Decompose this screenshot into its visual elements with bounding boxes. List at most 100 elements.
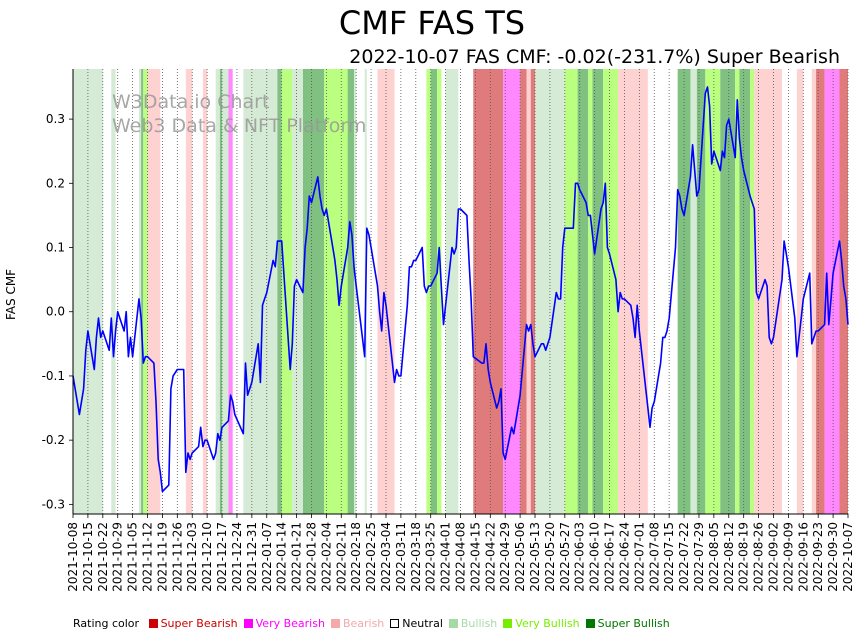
x-tick-label: 2021-10-15 <box>81 522 95 592</box>
x-tick-label: 2022-06-03 <box>573 522 587 592</box>
y-tick-label: -0.2 <box>42 433 65 447</box>
x-tick-label: 2022-04-08 <box>454 522 468 592</box>
legend-swatch <box>330 619 340 628</box>
x-tick-label: 2021-10-22 <box>96 522 110 592</box>
x-tick-label: 2022-06-17 <box>603 522 617 592</box>
band-bearish <box>796 69 804 514</box>
rating-legend: Rating color Super Bearish Very Bearish Be… <box>73 617 676 630</box>
x-tick-label: 2022-02-18 <box>349 522 363 592</box>
y-tick-label: 0.0 <box>46 305 65 319</box>
band-super-bearish <box>520 69 527 514</box>
x-tick-label: 2022-01-14 <box>275 522 289 592</box>
band-very-bullish <box>735 69 740 514</box>
x-tick-label: 2021-12-31 <box>245 522 259 592</box>
legend-text: Neutral <box>402 617 443 630</box>
band-super-bearish <box>473 69 504 514</box>
band-bearish <box>202 69 208 514</box>
band-bullish <box>445 69 459 514</box>
x-tick-label: 2022-09-23 <box>811 522 825 592</box>
x-tick-label: 2022-04-22 <box>483 522 497 592</box>
y-tick-label: 0.1 <box>46 241 65 255</box>
x-tick-label: 2022-03-18 <box>409 522 423 592</box>
y-tick-label: 0.2 <box>46 176 65 190</box>
x-tick-label: 2022-10-07 <box>841 522 855 592</box>
band-bullish <box>215 69 220 514</box>
band-very-bullish <box>564 69 578 514</box>
chart-title: CMF FAS TS <box>338 4 526 42</box>
band-bullish <box>354 69 357 514</box>
legend-text: Super Bearish <box>160 617 238 630</box>
band-bullish <box>111 69 116 514</box>
x-tick-label: 2021-11-05 <box>126 522 140 592</box>
watermark: W3Data.io Chart Web3 Data & NFT Platform <box>112 90 366 138</box>
x-tick-label: 2022-02-11 <box>334 522 348 592</box>
chart-subtitle: 2022-10-07 FAS CMF: -0.02(-231.7%) Super… <box>349 46 840 68</box>
x-tick-label: 2021-10-08 <box>66 522 80 592</box>
x-tick-label: 2021-12-17 <box>215 522 229 592</box>
legend-swatch <box>243 619 253 628</box>
x-tick-label: 2022-01-07 <box>260 522 274 592</box>
x-tick-label: 2022-05-13 <box>528 522 542 592</box>
legend-text: Bullish <box>460 617 498 630</box>
band-super-bullish <box>219 69 223 514</box>
x-tick-label: 2022-08-05 <box>707 522 721 592</box>
y-tick-label: 0.3 <box>46 112 65 126</box>
x-tick-label: 2022-06-24 <box>617 522 631 592</box>
band-super-bullish <box>739 69 751 514</box>
band-bullish <box>690 69 697 514</box>
band-bullish <box>139 69 142 514</box>
x-tick-label: 2022-07-01 <box>632 522 646 592</box>
x-tick-label: 2022-03-11 <box>394 522 408 592</box>
x-tick-label: 2022-05-27 <box>558 522 572 592</box>
band-super-bullish <box>430 69 438 514</box>
x-tick-label: 2022-08-12 <box>722 522 736 592</box>
legend-label: Rating color <box>73 617 140 630</box>
legend-swatch <box>448 619 458 628</box>
band-very-bullish <box>588 69 593 514</box>
x-tick-label: 2021-10-29 <box>111 522 125 592</box>
legend-swatch <box>390 619 400 628</box>
x-tick-label: 2022-07-15 <box>662 522 676 592</box>
band-super-bearish <box>839 69 848 514</box>
band-very-bullish <box>143 69 148 514</box>
band-super-bearish <box>530 69 536 514</box>
band-bullish <box>243 69 278 514</box>
band-super-bullish <box>720 69 736 514</box>
band-very-bullish <box>705 69 721 514</box>
y-tick-label: -0.1 <box>42 369 65 383</box>
band-very-bearish <box>228 69 233 514</box>
band-bullish <box>292 69 303 514</box>
band-bearish <box>185 69 193 514</box>
x-tick-label: 2022-09-09 <box>781 522 795 592</box>
legend-swatch <box>148 619 158 628</box>
x-tick-label: 2022-09-30 <box>826 522 840 592</box>
legend-item: Super Bullish <box>585 617 670 630</box>
legend-text: Very Bullish <box>515 617 580 630</box>
band-very-bullish <box>426 69 431 514</box>
band-super-bullish <box>277 69 282 514</box>
x-tick-label: 2022-01-21 <box>290 522 304 592</box>
legend-item: Bearish <box>330 617 384 630</box>
watermark-line-1: W3Data.io Chart <box>112 91 270 113</box>
x-tick-label: 2021-12-24 <box>230 522 244 592</box>
x-tick-label: 2022-09-02 <box>766 522 780 592</box>
legend-swatch <box>585 619 595 628</box>
legend-item: Bullish <box>448 617 498 630</box>
band-bearish <box>618 69 648 514</box>
x-tick-label: 2022-03-04 <box>379 522 393 592</box>
legend-item: Very Bearish <box>243 617 325 630</box>
x-tick-label: 2022-01-28 <box>304 522 318 592</box>
legend-item: Super Bearish <box>148 617 238 630</box>
x-tick-label: 2022-04-01 <box>439 522 453 592</box>
x-axis-ticks: 2021-10-08 2021-10-15 2021-10-22 2021-10-29… <box>66 514 855 592</box>
band-very-bullish <box>603 69 619 514</box>
band-super-bullish <box>696 69 706 514</box>
band-bullish <box>222 69 229 514</box>
x-tick-label: 2022-09-16 <box>796 522 810 592</box>
band-bearish <box>526 69 531 514</box>
x-tick-label: 2022-06-10 <box>588 522 602 592</box>
band-super-bearish <box>816 69 825 514</box>
y-axis-label: FAS CMF <box>4 268 18 320</box>
legend-text: Super Bullish <box>597 617 670 630</box>
